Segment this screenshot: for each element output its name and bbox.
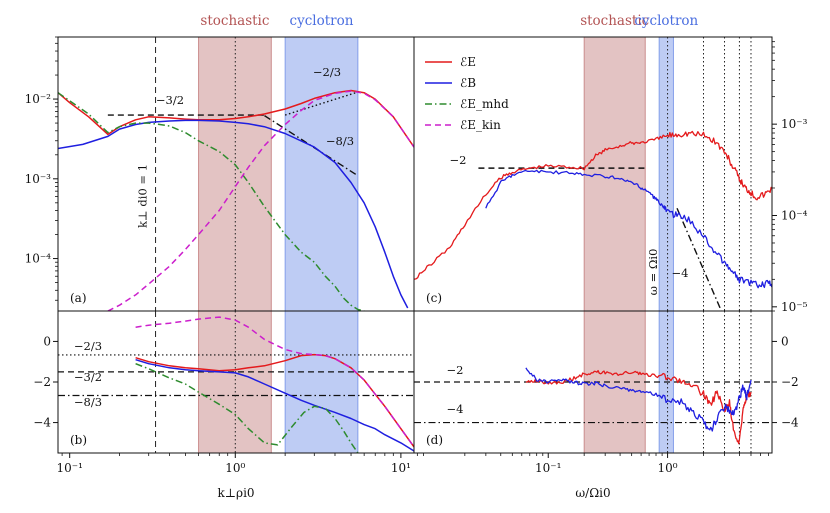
xtick-label: 10⁰ [658,461,678,475]
panel-a: 10⁻⁴ 10⁻³ 10⁻² (a) stochastic cyclotron −3/2 −2… [25,13,415,312]
vline-annotation: ω = Ωi0 [646,249,660,296]
ytick-label: 10⁻⁴ [781,208,808,222]
legend-label: ℰE_kin [460,118,501,132]
ytick-label: 10⁻⁴ [25,252,52,266]
ref-label: −2 [450,153,467,167]
xtick-label: 10¹ [391,461,411,475]
series-E_Emhd [58,92,365,311]
series-E_Ekin [107,90,414,311]
series-E_E [525,369,752,445]
panel-label: (b) [70,433,87,447]
band-stochastic [583,37,646,311]
plot-area [414,311,772,453]
legend-label: ℰB [460,76,476,90]
ytick-label: 10⁻³ [25,172,52,186]
ytick-label: 10⁻³ [781,117,808,131]
ref-line-1 [676,207,723,311]
series-E_E [414,130,772,280]
ref-label: −2/3 [313,65,341,79]
x-axis-label: ω/Ωi0 [575,486,610,500]
ytick-label: −2 [781,375,799,389]
band-label-stochastic: stochastic [200,13,269,29]
band-label-stochastic: stochastic [580,13,649,29]
ref-label: −3/2 [156,93,184,107]
ytick-label: 10⁻² [25,92,52,106]
vline-annotation: k⊥ di0 = 1 [136,164,150,228]
panel-label: (c) [426,291,442,305]
series-E_B [58,119,409,309]
ref-label: −4 [672,266,689,280]
series-E_Emhd [135,363,359,453]
panel-label: (d) [426,433,443,447]
ytick-label: 10⁻⁵ [781,300,808,314]
series-E_B [525,367,752,432]
hline-label: −8/3 [74,395,102,409]
series-E_Ekin [135,316,414,448]
hline-label: −2 [447,363,464,377]
legend-label: ℰE_mhd [460,97,509,111]
ytick-label: −4 [781,416,799,430]
ytick-label: 0 [781,334,789,348]
panel-label: (a) [70,291,87,305]
plot-area [58,37,414,311]
panel-d: −4 −2 0 10⁻¹ 10⁰ ω/Ωi0 (d) −2 −4 [413,310,799,500]
series-E_B [135,358,414,452]
xtick-label: 10⁰ [225,461,245,475]
legend: ℰE ℰB ℰE_mhd ℰE_kin [425,55,509,132]
panel-b: −4 −2 0 10⁻¹ 10⁰ 10¹ k⊥ρi0 (b) −2/3 −3/2 −8/3 [33,310,415,500]
plot-area [414,37,772,311]
x-axis-label: k⊥ρi0 [217,486,254,500]
hline-label: −3/2 [74,370,102,384]
xtick-label: 10⁻¹ [56,461,82,475]
band-label-cyclotron: cyclotron [290,13,354,29]
band-cyclotron [284,37,359,311]
band-cyclotron [284,311,359,453]
hline-label: −2/3 [74,339,102,353]
xtick-label: 10⁻¹ [535,461,561,475]
ytick-label: −4 [33,416,51,430]
band-label-cyclotron: cyclotron [634,13,698,29]
plot-area [58,311,414,453]
ref-label: −8/3 [326,134,354,148]
hline-label: −4 [447,402,464,416]
ytick-label: −2 [33,375,51,389]
legend-label: ℰE [460,55,476,69]
series-E_B [485,169,772,289]
ref-line-1 [284,90,360,116]
band-cyclotron [658,37,674,311]
ytick-label: 0 [43,334,51,348]
